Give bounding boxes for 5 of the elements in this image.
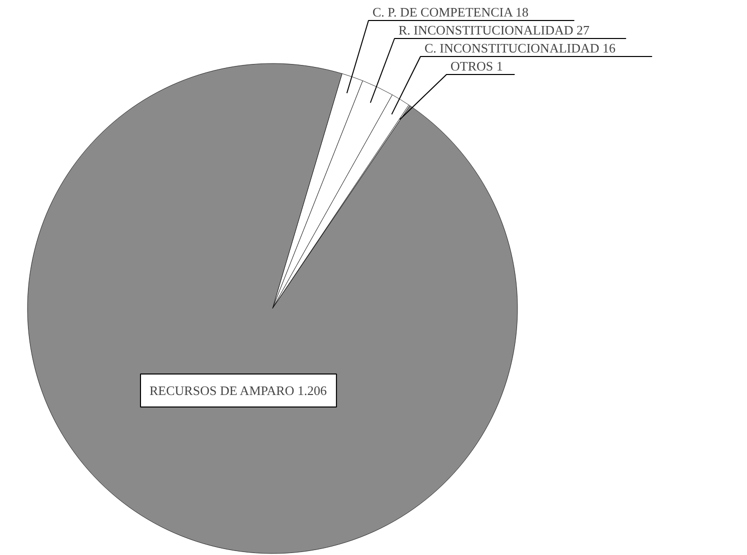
slice-label: C. INCONSTITUCIONALIDAD 16 (424, 40, 616, 56)
slice-label: C. P. DE COMPETENCIA 18 (372, 4, 529, 20)
slice-label: RECURSOS DE AMPARO 1.206 (150, 383, 328, 398)
slice-label: OTROS 1 (450, 58, 503, 74)
slice-label: R. INCONSTITUCIONALIDAD 27 (398, 22, 590, 38)
